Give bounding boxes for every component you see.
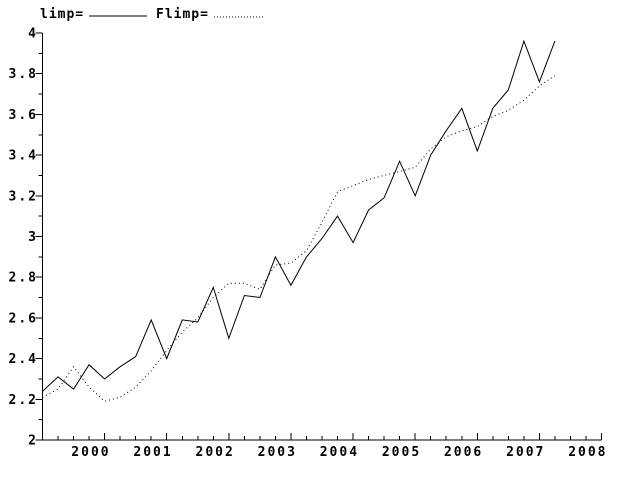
x-tick-label: 2008 <box>568 445 607 460</box>
y-axis <box>35 32 43 441</box>
y-tick-label: 2.8 <box>9 271 38 286</box>
y-tick-label: 3.4 <box>9 149 38 164</box>
limp-series-line <box>42 39 556 392</box>
y-tick-label: 3.8 <box>9 67 38 82</box>
y-tick-label: 2.4 <box>9 352 38 367</box>
y-tick-label: 3.2 <box>9 189 38 204</box>
y-tick-label: 2 <box>28 434 38 449</box>
legend: limp= Flimp= <box>40 7 263 22</box>
x-tick-label: 2001 <box>133 445 172 460</box>
plot-series <box>42 39 556 402</box>
x-tick-label: 2006 <box>444 445 483 460</box>
x-axis <box>42 433 602 441</box>
x-tick-label: 2005 <box>382 445 421 460</box>
y-tick-label: 3.6 <box>9 108 38 123</box>
x-tick-label: 2007 <box>506 445 545 460</box>
flimp-series-line <box>42 75 556 402</box>
y-tick-label: 2.6 <box>9 311 38 326</box>
x-tick-label: 2002 <box>196 445 235 460</box>
x-axis-labels: 2000 2001 2002 2003 2004 2005 2006 2007 2008 <box>71 445 607 460</box>
x-tick-label: 2003 <box>258 445 297 460</box>
x-tick-label: 2000 <box>71 445 110 460</box>
y-tick-label: 3 <box>28 230 38 245</box>
y-axis-labels: 2 2.2 2.4 2.6 2.8 3 3.2 3.4 3.6 3.8 4 <box>9 27 38 449</box>
y-tick-label: 2.2 <box>9 393 38 408</box>
x-tick-label: 2004 <box>320 445 359 460</box>
legend-label-limp: limp= <box>40 7 84 22</box>
legend-label-flimp: Flimp= <box>156 7 209 22</box>
y-tick-label: 4 <box>28 27 38 42</box>
